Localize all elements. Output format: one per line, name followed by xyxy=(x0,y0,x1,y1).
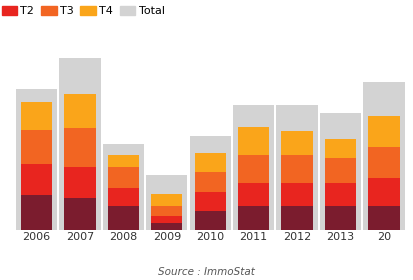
Bar xyxy=(151,194,183,206)
Bar xyxy=(195,172,226,192)
Bar xyxy=(325,139,356,158)
Bar xyxy=(21,102,52,130)
Bar xyxy=(64,199,95,230)
Bar xyxy=(64,94,95,128)
Bar xyxy=(195,211,226,230)
Bar xyxy=(195,153,226,172)
Bar xyxy=(108,188,139,206)
Bar xyxy=(281,206,313,230)
Bar xyxy=(325,158,356,183)
Bar xyxy=(16,89,57,230)
Bar xyxy=(325,206,356,230)
Bar xyxy=(238,127,269,155)
Bar xyxy=(368,206,399,230)
Bar xyxy=(320,113,361,230)
Bar xyxy=(146,175,188,230)
Bar xyxy=(368,116,399,147)
Bar xyxy=(276,105,318,230)
Bar xyxy=(151,216,183,223)
Bar xyxy=(108,206,139,230)
Bar xyxy=(64,128,95,167)
Bar xyxy=(151,223,183,230)
Bar xyxy=(281,155,313,183)
Bar xyxy=(238,155,269,183)
Bar xyxy=(64,167,95,199)
Bar xyxy=(21,130,52,164)
Bar xyxy=(368,178,399,206)
Bar xyxy=(363,81,404,230)
Bar xyxy=(281,131,313,155)
Bar xyxy=(21,195,52,230)
Bar xyxy=(233,105,274,230)
Bar xyxy=(325,183,356,206)
Bar xyxy=(190,136,231,230)
Bar xyxy=(238,206,269,230)
Legend: T1, T2, T3, T4, Total: T1, T2, T3, T4, Total xyxy=(0,6,165,16)
Bar xyxy=(108,155,139,167)
Bar xyxy=(59,58,100,230)
Bar xyxy=(103,144,144,230)
Bar xyxy=(151,206,183,216)
Bar xyxy=(108,167,139,188)
Bar xyxy=(238,183,269,206)
Bar xyxy=(281,183,313,206)
Bar xyxy=(368,147,399,178)
Bar xyxy=(195,192,226,211)
Bar xyxy=(21,164,52,195)
Text: Source : ImmoStat: Source : ImmoStat xyxy=(158,267,255,277)
